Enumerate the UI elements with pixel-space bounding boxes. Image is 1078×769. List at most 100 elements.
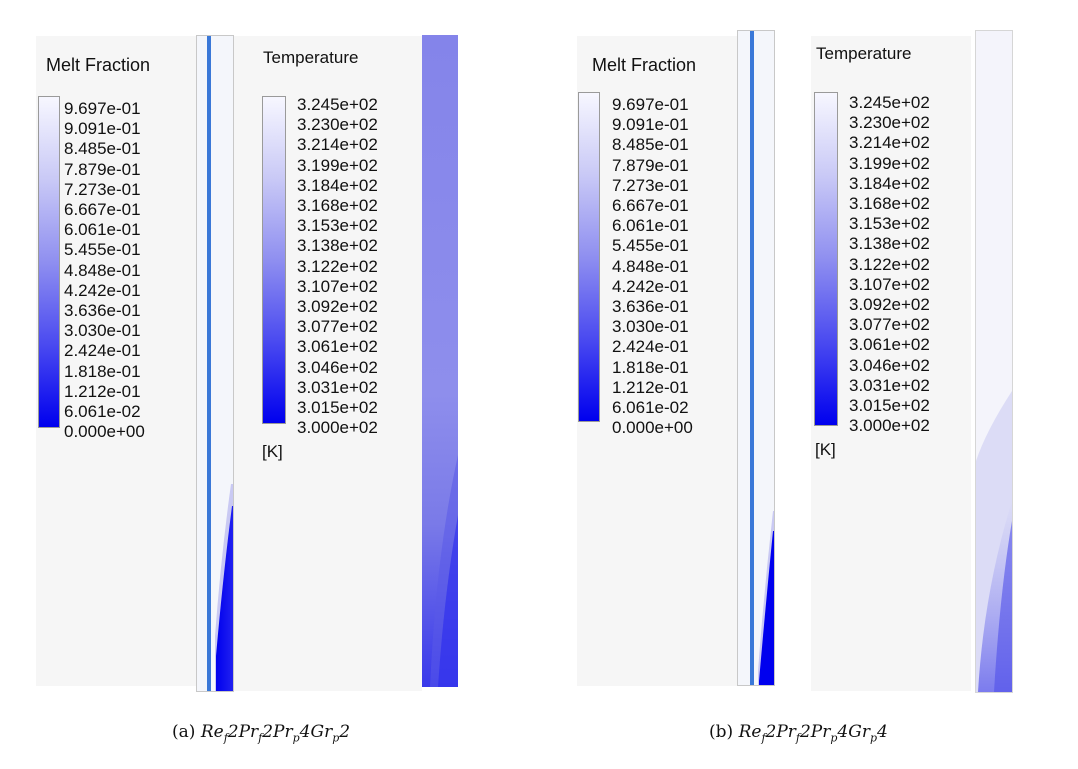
colorbar-tick-label: 6.667e-01	[612, 196, 689, 215]
caption-b-formula: Ref2Prf2Prp4Grp4	[738, 722, 888, 745]
colorbar-tick-label: 3.107e+02	[849, 274, 930, 294]
melt-legend-background	[577, 36, 737, 686]
colorbar-tick-label: 3.107e+02	[297, 276, 378, 296]
colorbar-tick-label: 3.077e+02	[297, 317, 378, 337]
melt-fraction-tick-labels: 9.697e-01 9.091e-01 8.485e-01 7.879e-01 7.27…	[64, 99, 174, 440]
temperature-title: Temperature	[816, 44, 912, 63]
colorbar-tick-label: 3.061e+02	[297, 337, 378, 357]
colorbar-tick-label: 3.092e+02	[849, 295, 930, 314]
colorbar-tick-label: 2.424e-01	[64, 341, 141, 361]
colorbar-tick-label: 3.138e+02	[297, 236, 378, 256]
colorbar-tick-label: 3.046e+02	[849, 355, 930, 375]
colorbar-tick-label: 3.138e+02	[849, 234, 930, 254]
colorbar-tick-label: 3.000e+02	[849, 416, 930, 436]
colorbar-tick-label: 3.031e+02	[297, 377, 378, 397]
colorbar-tick-label: 3.153e+02	[849, 214, 930, 234]
colorbar-tick-label: 8.485e-01	[612, 135, 689, 155]
melt-fraction-tick-labels: 9.697e-01 9.091e-01 8.485e-01 7.879e-01 7.27…	[612, 95, 722, 436]
colorbar-tick-label: 4.848e-01	[612, 256, 689, 276]
colorbar-tick-label: 3.636e-01	[612, 297, 689, 316]
melt-fraction-title: Melt Fraction	[592, 55, 697, 75]
colorbar-tick-label: 5.455e-01	[64, 240, 141, 260]
colorbar-tick-label: 4.242e-01	[64, 280, 141, 300]
melt-fraction-contour-svg	[207, 36, 233, 691]
colorbar-tick-label: 3.077e+02	[849, 315, 930, 335]
colorbar-tick-label: 3.015e+02	[297, 398, 378, 417]
colorbar-tick-label: 3.245e+02	[849, 93, 930, 112]
colorbar-tick-label: 0.000e+00	[64, 422, 145, 442]
temperature-colorbar	[262, 96, 286, 424]
colorbar-tick-label: 3.030e-01	[612, 317, 689, 337]
melt-fraction-contour-field	[196, 35, 234, 692]
caption-b-label: (b)	[709, 722, 734, 742]
temperature-contour-field	[975, 30, 1013, 693]
colorbar-tick-label: 3.122e+02	[849, 254, 930, 274]
colorbar-tick-label: 1.818e-01	[612, 357, 689, 377]
temperature-unit: [K]	[262, 442, 283, 461]
colorbar-tick-label: 3.153e+02	[297, 216, 378, 236]
colorbar-tick-label: 8.485e-01	[64, 139, 141, 159]
colorbar-tick-label: 6.061e-02	[612, 398, 689, 417]
temperature-tick-labels: 3.245e+02 3.230e+02 3.214e+02 3.199e+02 3.18…	[849, 93, 959, 434]
melt-fraction-contour-field	[737, 30, 775, 686]
colorbar-tick-label: 1.818e-01	[64, 361, 141, 381]
colorbar-tick-label: 7.273e-01	[64, 179, 141, 199]
melt-legend-background	[36, 36, 196, 686]
temperature-colorbar	[814, 92, 838, 426]
colorbar-tick-label: 1.212e-01	[64, 381, 141, 401]
colorbar-tick-label: 9.091e-01	[612, 115, 689, 135]
caption-a-formula: Ref2Prf2Prp4Grp2	[200, 722, 351, 745]
colorbar-tick-label: 3.168e+02	[849, 194, 930, 213]
melt-fraction-colorbar	[38, 96, 60, 428]
colorbar-tick-label: 6.061e-01	[612, 216, 689, 236]
colorbar-tick-label: 3.092e+02	[297, 297, 378, 316]
panel-b: Melt Fraction 9.697e-01 9.091e-01 8.485e-0…	[539, 0, 1078, 769]
colorbar-tick-label: 3.230e+02	[849, 113, 930, 133]
melt-fraction-contour-svg	[750, 31, 774, 685]
colorbar-tick-label: 3.122e+02	[297, 256, 378, 276]
temperature-unit: [K]	[815, 440, 836, 459]
colorbar-tick-label: 3.199e+02	[849, 153, 930, 173]
colorbar-tick-label: 3.184e+02	[849, 173, 930, 193]
temperature-title: Temperature	[263, 48, 359, 67]
panel-a: Melt Fraction 9.697e-01 9.091e-01 8.485e-0…	[36, 35, 458, 744]
colorbar-tick-label: 7.879e-01	[64, 159, 141, 179]
temperature-contour-svg	[976, 391, 1012, 692]
caption-a-label: (a)	[172, 722, 196, 742]
colorbar-tick-label: 2.424e-01	[612, 337, 689, 357]
colorbar-tick-label: 3.015e+02	[849, 396, 930, 415]
colorbar-tick-label: 3.000e+02	[297, 418, 378, 438]
colorbar-tick-label: 7.879e-01	[612, 155, 689, 175]
colorbar-tick-label: 3.214e+02	[297, 135, 378, 155]
colorbar-tick-label: 3.230e+02	[297, 115, 378, 135]
colorbar-tick-label: 3.061e+02	[849, 335, 930, 355]
colorbar-tick-label: 6.667e-01	[64, 200, 141, 219]
colorbar-tick-label: 7.273e-01	[612, 175, 689, 195]
colorbar-tick-label: 3.245e+02	[297, 95, 378, 114]
melt-fraction-title: Melt Fraction	[46, 55, 151, 75]
colorbar-tick-label: 3.214e+02	[849, 133, 930, 153]
colorbar-tick-label: 1.212e-01	[612, 377, 689, 397]
colorbar-tick-label: 4.242e-01	[612, 276, 689, 296]
colorbar-tick-label: 3.168e+02	[297, 196, 378, 215]
colorbar-tick-label: 6.061e-01	[64, 220, 141, 240]
colorbar-tick-label: 6.061e-02	[64, 402, 141, 421]
caption-b: (b) Ref2Prf2Prp4Grp4	[709, 722, 888, 744]
colorbar-tick-label: 9.697e-01	[612, 95, 689, 114]
temperature-contour-field	[422, 35, 458, 687]
colorbar-tick-label: 3.636e-01	[64, 301, 141, 320]
caption-a: (a) Ref2Prf2Prp4Grp2	[172, 722, 350, 744]
colorbar-tick-label: 9.697e-01	[64, 99, 141, 118]
colorbar-tick-label: 4.848e-01	[64, 260, 141, 280]
temperature-contour-svg	[422, 35, 458, 687]
colorbar-tick-label: 5.455e-01	[612, 236, 689, 256]
colorbar-tick-label: 3.184e+02	[297, 175, 378, 195]
melt-fraction-colorbar	[578, 92, 600, 422]
colorbar-tick-label: 3.031e+02	[849, 375, 930, 395]
colorbar-tick-label: 3.199e+02	[297, 155, 378, 175]
colorbar-tick-label: 9.091e-01	[64, 119, 141, 139]
colorbar-tick-label: 3.046e+02	[297, 357, 378, 377]
colorbar-tick-label: 3.030e-01	[64, 321, 141, 341]
colorbar-tick-label: 0.000e+00	[612, 418, 693, 438]
temperature-tick-labels: 3.245e+02 3.230e+02 3.214e+02 3.199e+02 3.18…	[297, 95, 407, 436]
